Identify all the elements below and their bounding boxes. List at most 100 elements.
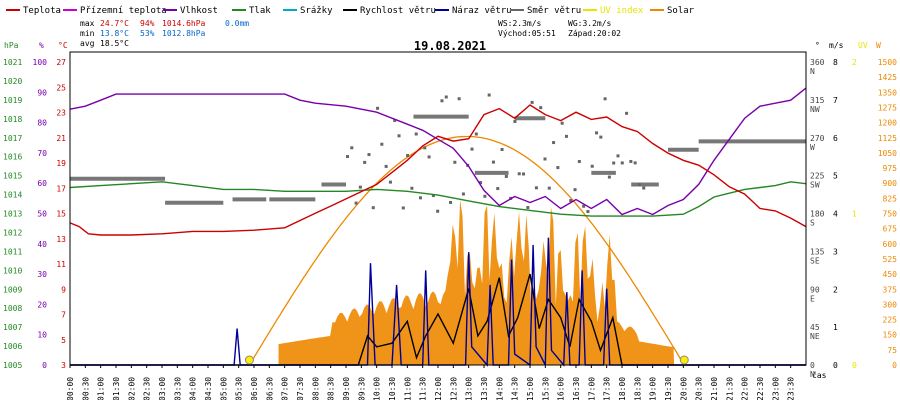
wind-direction-point [496, 187, 500, 191]
ms-axis-tick: 4 [833, 210, 838, 219]
degc-axis-tick: 19 [56, 159, 66, 168]
watt-axis-tick: 675 [883, 225, 898, 234]
wind-direction-point [457, 97, 461, 101]
series-teplota [69, 104, 807, 236]
wind-direction-point [414, 132, 418, 136]
wind-direction-point [560, 121, 564, 125]
stat-sunrise: Východ:05:51 [498, 29, 556, 38]
wind-direction-point [517, 172, 521, 176]
svg-text:Solar: Solar [667, 6, 695, 16]
svg-text:Vlhkost: Vlhkost [180, 6, 218, 16]
x-tick-label: 17:00 [587, 377, 596, 400]
ms-axis-tick: 1 [833, 323, 838, 332]
legend-item-prizemni-teplota: Přízemní teplota [63, 6, 167, 16]
pct-axis-tick: 80 [37, 119, 47, 128]
hpa-axis-tick: 1015 [3, 172, 22, 181]
wind-direction-point [625, 111, 629, 115]
pct-axis-tick: 50 [37, 210, 47, 219]
stat-sunset: Západ:20:02 [568, 29, 621, 38]
watt-axis-tick: 750 [883, 210, 898, 219]
x-tick-label: 00:00 [66, 377, 75, 400]
watt-axis-tick: 1125 [878, 134, 897, 143]
wind-direction-point [586, 210, 590, 214]
x-tick-label: 19:30 [664, 377, 673, 400]
dir-axis-tick-sub: E [810, 294, 815, 303]
hpa-axis-tick: 1006 [3, 342, 22, 351]
wind-direction-point [367, 153, 371, 157]
x-tick-label: 22:00 [741, 377, 750, 400]
legend-item-uv-index: UV index [583, 6, 644, 16]
watt-axis-tick: 600 [883, 240, 898, 249]
wind-direction-point [513, 119, 517, 123]
wind-direction-point [470, 147, 474, 151]
dir-axis-tick-sub: NE [810, 332, 820, 341]
hpa-axis-tick: 1009 [3, 285, 22, 294]
dir-axis-tick: 270 [810, 134, 825, 143]
watt-axis-tick: 0 [892, 361, 897, 370]
wind-direction-point [504, 174, 508, 178]
svg-text:Přízemní teplota: Přízemní teplota [80, 6, 167, 16]
wind-direction-point [569, 199, 573, 203]
watt-axis-tick: 375 [883, 285, 898, 294]
watt-axis-tick: 1425 [878, 73, 897, 82]
x-tick-label: 10:30 [388, 377, 397, 400]
wind-direction-point [384, 164, 388, 168]
pct-axis-tick: 20 [37, 300, 47, 309]
watt-axis-tick: 225 [883, 316, 898, 325]
hpa-axis-tick: 1011 [3, 247, 22, 256]
x-tick-label: 05:30 [235, 377, 244, 400]
x-tick-label: 23:30 [787, 377, 796, 400]
x-tick-label: 19:00 [649, 377, 658, 400]
x-tick-label: 02:00 [127, 377, 136, 400]
stat-min-hum: 53% [140, 29, 155, 38]
x-tick-label: 05:00 [219, 377, 228, 400]
x-tick-label: 22:30 [756, 377, 765, 400]
svg-text:Srážky: Srážky [300, 6, 333, 16]
dir-axis-tick-sub: NW [810, 105, 820, 114]
wind-direction-point [358, 185, 362, 189]
pct-axis-tick: 60 [37, 179, 47, 188]
wind-direction-point [637, 183, 641, 187]
degc-axis-tick: 23 [56, 109, 66, 118]
wind-direction-point [491, 160, 495, 164]
chart-title: 19.08.2021 [414, 39, 486, 53]
dir-axis-tick-sub: SE [810, 256, 820, 265]
solar-theoretical-line [248, 135, 683, 366]
dir-axis-tick-sub: W [810, 143, 815, 152]
degc-axis-tick: 7 [61, 311, 66, 320]
svg-text:UV index: UV index [600, 6, 644, 16]
hpa-axis-tick: 1021 [3, 58, 22, 67]
x-tick-label: 08:00 [311, 377, 320, 400]
degc-axis-tick: 3 [61, 361, 66, 370]
x-tick-label: 11:30 [419, 377, 428, 400]
hpa-axis-tick: 1019 [3, 96, 22, 105]
series-tlak [69, 181, 807, 217]
watt-axis-tick: 1050 [878, 149, 897, 158]
svg-text:Teplota: Teplota [23, 6, 61, 16]
wind-direction-point [436, 209, 440, 213]
ms-axis-tick: 3 [833, 247, 838, 256]
wind-direction-point [530, 100, 534, 104]
wind-direction-point [380, 142, 384, 146]
pct-axis-tick: 30 [37, 270, 47, 279]
x-tick-label: 14:00 [495, 377, 504, 400]
wind-direction-point [603, 97, 607, 101]
wind-direction-point [642, 186, 646, 190]
watt-axis-tick: 975 [883, 164, 898, 173]
wind-direction-point [388, 180, 392, 184]
legend-item-srazky: Srážky [283, 6, 333, 16]
legend-item-smer-vetru: Směr větru [510, 6, 581, 16]
watt-axis-tick: 300 [883, 300, 898, 309]
x-tick-label: 07:30 [296, 377, 305, 400]
x-tick-label: 09:00 [342, 377, 351, 400]
degc-axis-tick: 13 [56, 235, 66, 244]
dir-axis-tick-sub: N [810, 370, 815, 379]
x-tick-label: 12:30 [449, 377, 458, 400]
x-tick-label: 23:00 [771, 377, 780, 400]
stat-max-hum: 94% [140, 19, 155, 28]
axis-unit-degc: °C [58, 41, 68, 50]
dir-axis-tick: 135 [810, 247, 825, 256]
uv-axis-tick: 2 [852, 58, 857, 67]
x-tick-label: 15:30 [541, 377, 550, 400]
wind-direction-point [440, 99, 444, 103]
